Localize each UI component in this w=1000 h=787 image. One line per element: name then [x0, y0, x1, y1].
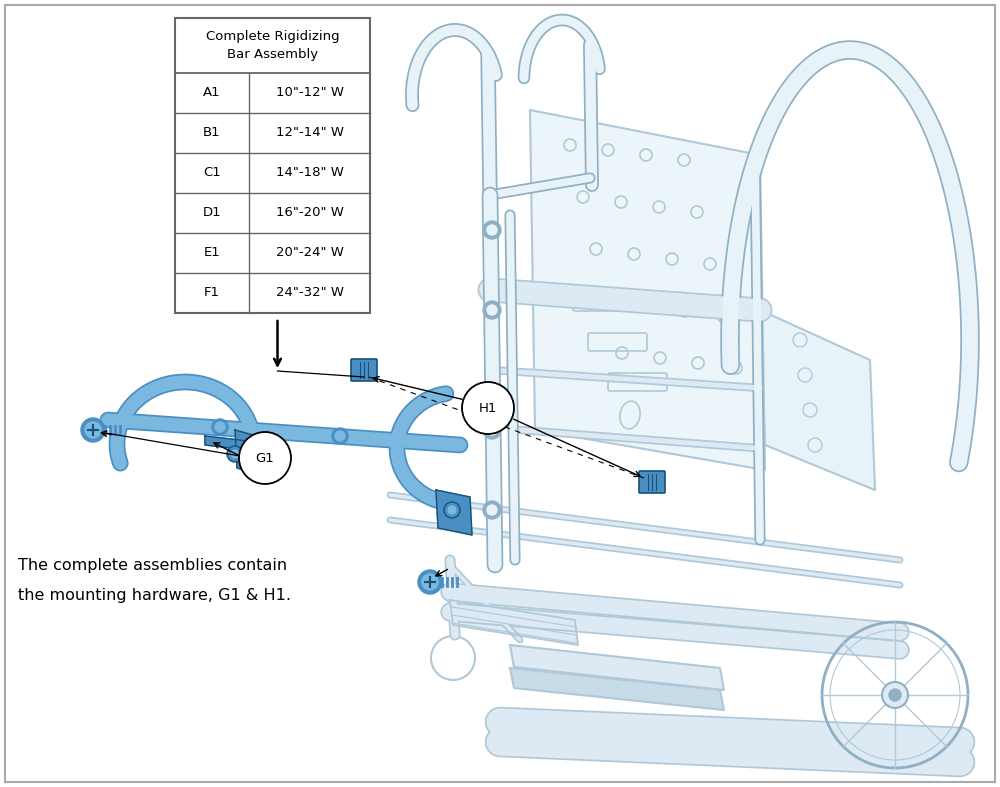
Circle shape [483, 421, 501, 439]
Circle shape [332, 428, 348, 444]
FancyBboxPatch shape [639, 471, 665, 493]
Text: Complete Rigidizing
Bar Assembly: Complete Rigidizing Bar Assembly [206, 30, 339, 61]
Circle shape [231, 450, 239, 458]
Text: 10"-12" W: 10"-12" W [276, 87, 344, 99]
Circle shape [422, 574, 438, 590]
Text: 20"-24" W: 20"-24" W [276, 246, 343, 260]
Circle shape [487, 225, 497, 235]
Text: 12"-14" W: 12"-14" W [276, 127, 344, 139]
Circle shape [462, 382, 514, 434]
Polygon shape [205, 436, 265, 452]
Polygon shape [490, 282, 763, 318]
Text: G1: G1 [256, 452, 274, 464]
Text: 16"-20" W: 16"-20" W [276, 206, 343, 220]
Circle shape [487, 505, 497, 515]
Circle shape [418, 570, 442, 594]
Circle shape [81, 418, 105, 442]
Circle shape [239, 432, 291, 484]
Polygon shape [510, 645, 724, 690]
Circle shape [335, 431, 345, 441]
Polygon shape [235, 430, 262, 475]
Text: the mounting hardware, G1 & H1.: the mounting hardware, G1 & H1. [18, 588, 291, 603]
Text: F1: F1 [204, 286, 220, 300]
Text: E1: E1 [204, 246, 220, 260]
Polygon shape [436, 490, 472, 535]
Circle shape [215, 422, 225, 432]
Circle shape [882, 682, 908, 708]
FancyBboxPatch shape [351, 359, 377, 381]
Circle shape [444, 502, 460, 518]
Text: B1: B1 [203, 127, 221, 139]
Polygon shape [450, 600, 578, 645]
Polygon shape [760, 310, 875, 490]
Circle shape [487, 425, 497, 435]
Circle shape [483, 301, 501, 319]
Circle shape [889, 689, 901, 701]
FancyBboxPatch shape [175, 18, 370, 313]
Text: H1: H1 [479, 401, 497, 415]
Circle shape [448, 506, 456, 514]
Polygon shape [510, 668, 724, 710]
Text: A1: A1 [203, 87, 221, 99]
Circle shape [483, 221, 501, 239]
Circle shape [85, 422, 101, 438]
Text: 14"-18" W: 14"-18" W [276, 167, 343, 179]
Polygon shape [530, 110, 765, 470]
Circle shape [227, 446, 243, 462]
Circle shape [487, 305, 497, 315]
Text: 24"-32" W: 24"-32" W [276, 286, 344, 300]
Circle shape [483, 501, 501, 519]
Text: The complete assemblies contain: The complete assemblies contain [18, 558, 287, 573]
Circle shape [212, 419, 228, 435]
Text: C1: C1 [203, 167, 221, 179]
Text: D1: D1 [203, 206, 221, 220]
